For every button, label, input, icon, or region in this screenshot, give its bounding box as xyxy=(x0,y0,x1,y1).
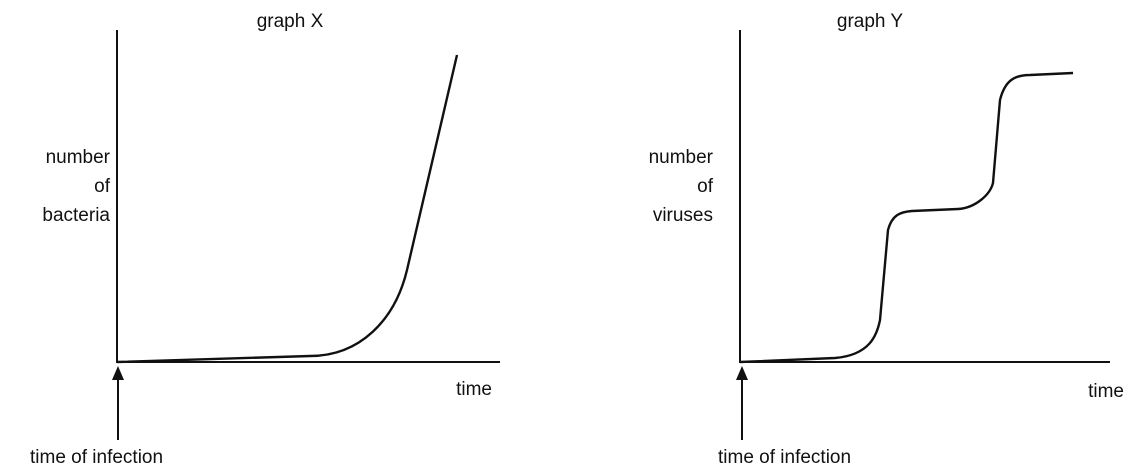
arrow-head xyxy=(112,366,124,380)
annotation: time of infection xyxy=(718,447,851,468)
y-label: number xyxy=(649,147,714,168)
graph-x: graph X number of bacteria time time of … xyxy=(30,11,500,468)
y-label: viruses xyxy=(653,205,713,226)
growth-curve xyxy=(739,71,1074,364)
x-label: time xyxy=(1088,381,1124,402)
y-label: of xyxy=(697,176,714,197)
graph-title: graph Y xyxy=(837,11,904,32)
annotation: time of infection xyxy=(30,447,163,468)
y-label: number xyxy=(46,147,111,168)
graph-title: graph X xyxy=(257,11,324,32)
graph-y: graph Y number of viruses time time of i… xyxy=(649,11,1124,468)
y-label: of xyxy=(94,176,111,197)
x-label: time xyxy=(456,379,492,400)
y-label: bacteria xyxy=(42,205,110,226)
growth-curve xyxy=(116,54,459,364)
arrow-head xyxy=(736,366,748,380)
